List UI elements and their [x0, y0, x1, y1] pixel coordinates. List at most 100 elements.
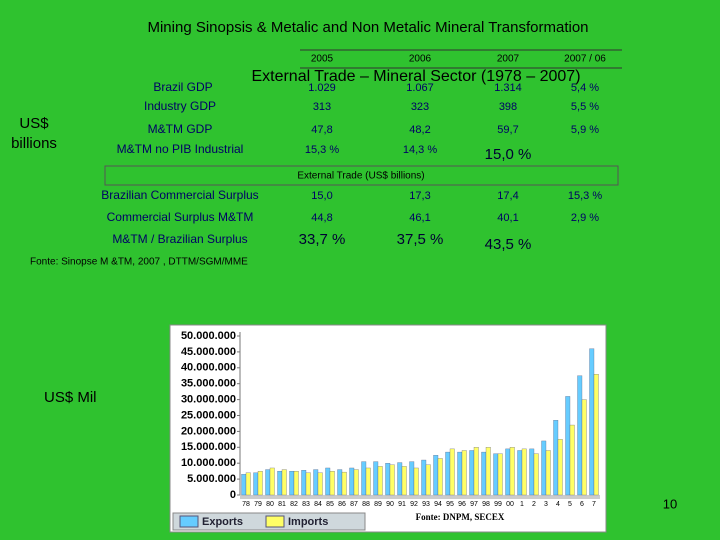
page-number: 10: [663, 496, 677, 511]
column-header: 2007: [497, 54, 520, 65]
cell: 46,1: [409, 212, 430, 224]
bar: [437, 458, 443, 496]
x-tick-label: 86: [338, 501, 346, 508]
bar: [289, 470, 295, 496]
bar: [401, 466, 407, 496]
bar: [305, 472, 311, 496]
bar: [517, 450, 523, 496]
row-label: Commercial Surplus M&TM: [107, 210, 254, 224]
bar: [361, 461, 367, 496]
row-label: M&TM GDP: [148, 122, 213, 136]
bar: [353, 469, 359, 496]
y-tick-label: 25.000.000: [181, 409, 236, 421]
bar: [425, 464, 431, 496]
cell: 15,3 %: [568, 190, 602, 202]
y-tick-label: 30.000.000: [181, 394, 236, 406]
source: Fonte: Sinopse M &TM, 2007 , DTTM/SGM/MM…: [30, 257, 248, 268]
bar: [485, 447, 491, 496]
bar: [329, 470, 335, 496]
x-tick-label: 78: [242, 501, 250, 508]
bar: [421, 459, 427, 496]
y-tick-label: 35.000.000: [181, 378, 236, 390]
bar: [557, 439, 563, 496]
chart-source: Fonte: DNPM, SECEX: [416, 512, 505, 522]
bar: [569, 424, 575, 496]
x-tick-label: 1: [520, 501, 524, 508]
x-tick-label: 81: [278, 501, 286, 508]
bar: [313, 469, 319, 496]
bar: [481, 451, 487, 496]
y-tick-label: 10.000.000: [181, 457, 236, 469]
bar: [245, 472, 251, 496]
section-band: [104, 165, 619, 186]
bar: [265, 469, 271, 496]
y-tick-label: 0: [230, 489, 236, 501]
x-tick-label: 94: [434, 501, 442, 508]
x-tick-label: 96: [458, 501, 466, 508]
bar: [533, 453, 539, 496]
cell: 15,0 %: [485, 146, 532, 163]
bar: [293, 470, 299, 496]
bar: [337, 469, 343, 496]
x-tick-label: 84: [314, 501, 322, 508]
legend-label: Imports: [288, 516, 328, 528]
y-axis-label: US$ Mil: [44, 389, 97, 406]
plot-floor: [240, 495, 600, 499]
cell: 1.029: [308, 82, 336, 94]
x-tick-label: 97: [470, 501, 478, 508]
bar: [365, 467, 371, 496]
y-tick-label: 50.000.000: [181, 330, 236, 342]
cell: 2,9 %: [571, 212, 599, 224]
y-tick-label: 15.000.000: [181, 441, 236, 453]
cell: 33,7 %: [299, 231, 346, 248]
column-header: 2005: [311, 54, 334, 65]
cell: 323: [411, 101, 429, 113]
bar: [413, 467, 419, 496]
unit-label: billions: [11, 135, 57, 152]
bar: [469, 450, 475, 496]
x-tick-label: 4: [556, 501, 560, 508]
row-label: Industry GDP: [144, 99, 216, 113]
x-tick-label: 83: [302, 501, 310, 508]
bar: [493, 453, 499, 496]
bar: [565, 396, 571, 496]
cell: 5,9 %: [571, 124, 599, 136]
x-tick-label: 3: [544, 501, 548, 508]
bar: [301, 470, 307, 496]
cell: 44,8: [311, 212, 332, 224]
bar: [529, 448, 535, 496]
cell: 1.067: [406, 82, 434, 94]
x-tick-label: 98: [482, 501, 490, 508]
bar: [277, 470, 283, 496]
x-tick-label: 90: [386, 501, 394, 508]
cell: 17,4: [497, 190, 518, 202]
bar: [325, 467, 331, 496]
cell: 398: [499, 101, 517, 113]
bar: [341, 471, 347, 496]
bar: [445, 451, 451, 496]
cell: 5,4 %: [571, 82, 599, 94]
cell: 40,1: [497, 212, 518, 224]
y-tick-label: 40.000.000: [181, 362, 236, 374]
bar: [553, 420, 559, 496]
cell: 1.314: [494, 82, 522, 94]
legend-label: Exports: [202, 516, 243, 528]
bar: [241, 474, 247, 496]
section-title: External Trade (US$ billions): [297, 171, 424, 182]
bar: [581, 399, 587, 496]
bar: [457, 451, 463, 496]
cell: 37,5 %: [397, 231, 444, 248]
bar: [449, 448, 455, 496]
column-header: 2006: [409, 54, 432, 65]
x-tick-label: 91: [398, 501, 406, 508]
y-tick-label: 5.000.000: [187, 473, 236, 485]
y-tick-label: 20.000.000: [181, 425, 236, 437]
row-label: Brazil GDP: [153, 80, 212, 94]
bar: [281, 469, 287, 496]
x-tick-label: 92: [410, 501, 418, 508]
x-tick-label: 82: [290, 501, 298, 508]
row-label: M&TM / Brazilian Surplus: [112, 232, 247, 246]
x-tick-label: 88: [362, 501, 370, 508]
bar: [461, 450, 467, 496]
